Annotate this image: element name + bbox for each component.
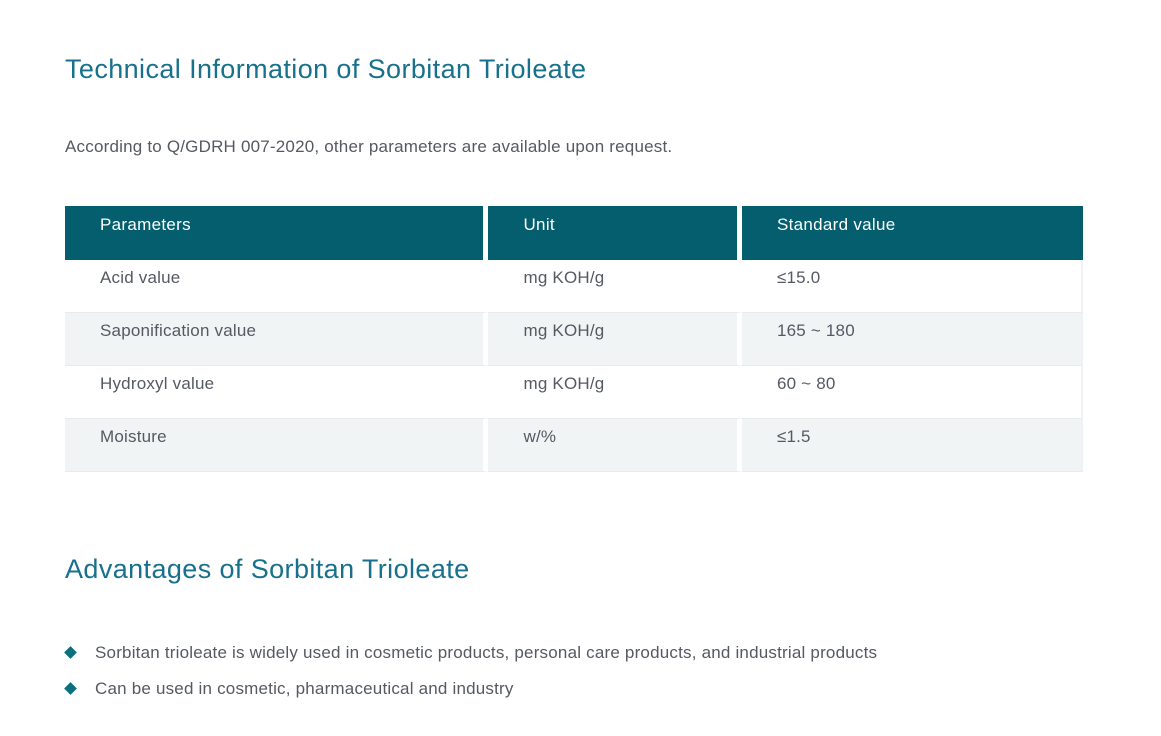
- cell-parameter: Acid value: [65, 260, 489, 313]
- cell-standard-value: ≤15.0: [741, 260, 1083, 313]
- list-item: Can be used in cosmetic, pharmaceutical …: [64, 671, 1083, 707]
- page-content: Technical Information of Sorbitan Triole…: [64, 54, 1083, 707]
- cell-parameter: Moisture: [65, 419, 489, 472]
- cell-unit: mg KOH/g: [488, 366, 742, 419]
- table-row: Acid value mg KOH/g ≤15.0: [65, 260, 1083, 313]
- cell-parameter: Hydroxyl value: [65, 366, 489, 419]
- cell-unit: mg KOH/g: [488, 260, 742, 313]
- list-item: Sorbitan trioleate is widely used in cos…: [64, 635, 1083, 671]
- table-header-unit: Unit: [488, 206, 742, 260]
- intro-text: According to Q/GDRH 007-2020, other para…: [65, 137, 673, 156]
- cell-unit: w/%: [488, 419, 742, 472]
- cell-unit: mg KOH/g: [488, 313, 742, 366]
- cell-parameter: Saponification value: [65, 313, 489, 366]
- cell-standard-value: 165 ~ 180: [741, 313, 1083, 366]
- table-row: Saponification value mg KOH/g 165 ~ 180: [65, 313, 1083, 366]
- technical-info-table: Parameters Unit Standard value Acid valu…: [65, 206, 1083, 472]
- cell-standard-value: ≤1.5: [741, 419, 1083, 472]
- advantages-heading: Advantages of Sorbitan Trioleate: [65, 554, 470, 584]
- advantages-list: Sorbitan trioleate is widely used in cos…: [64, 635, 1083, 707]
- table-header-parameters: Parameters: [65, 206, 489, 260]
- table-header-row: Parameters Unit Standard value: [65, 206, 1083, 260]
- list-item-text: Sorbitan trioleate is widely used in cos…: [95, 643, 878, 662]
- table-row: Moisture w/% ≤1.5: [65, 419, 1083, 472]
- diamond-bullet-icon: [64, 682, 77, 695]
- cell-standard-value: 60 ~ 80: [741, 366, 1083, 419]
- table-row: Hydroxyl value mg KOH/g 60 ~ 80: [65, 366, 1083, 419]
- diamond-bullet-icon: [64, 646, 77, 659]
- technical-info-heading: Technical Information of Sorbitan Triole…: [65, 54, 587, 84]
- list-item-text: Can be used in cosmetic, pharmaceutical …: [95, 679, 514, 698]
- table-header-standard-value: Standard value: [741, 206, 1083, 260]
